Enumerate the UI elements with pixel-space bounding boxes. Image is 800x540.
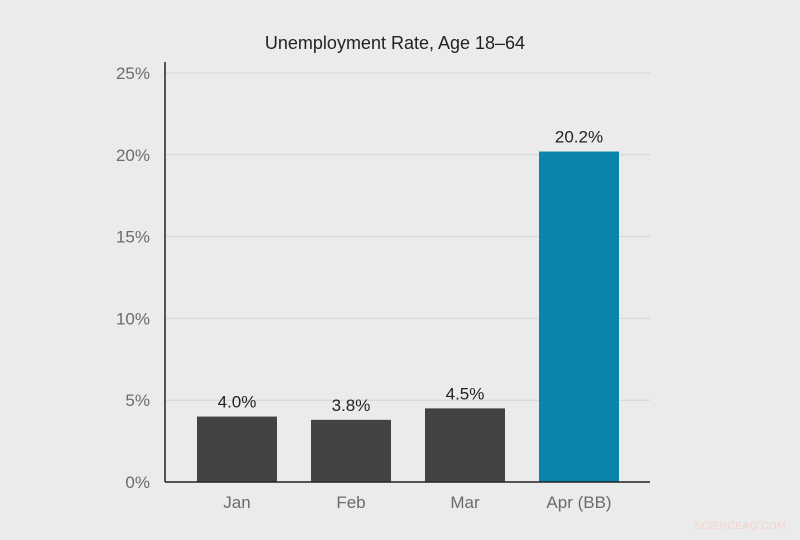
x-tick-label: Apr (BB): [546, 493, 611, 512]
bar: [425, 408, 505, 482]
y-tick-label: 15%: [116, 228, 150, 247]
x-tick-label: Feb: [336, 493, 365, 512]
x-tick-label: Jan: [223, 493, 250, 512]
bars: [197, 151, 619, 482]
bar: [311, 419, 391, 482]
y-tick-label: 0%: [125, 473, 150, 492]
data-labels: 4.0% 3.8% 4.5% 20.2%: [218, 128, 603, 415]
y-tick-label: 25%: [116, 64, 150, 83]
watermark: SCIENCEAQ.COM: [694, 521, 786, 532]
data-label: 20.2%: [555, 128, 603, 147]
x-tick-label: Mar: [450, 493, 480, 512]
data-label: 3.8%: [332, 396, 371, 415]
y-axis-tick-labels: 0% 5% 10% 15% 20% 25%: [116, 64, 150, 492]
y-tick-label: 20%: [116, 146, 150, 165]
bar: [539, 151, 619, 482]
y-tick-label: 5%: [125, 391, 150, 410]
y-tick-label: 10%: [116, 309, 150, 328]
chart-title: Unemployment Rate, Age 18–64: [265, 33, 525, 53]
data-label: 4.0%: [218, 393, 257, 412]
axes: [164, 62, 650, 483]
data-label: 4.5%: [446, 384, 485, 403]
x-axis-tick-labels: Jan Feb Mar Apr (BB): [223, 493, 611, 512]
bar: [197, 416, 277, 482]
